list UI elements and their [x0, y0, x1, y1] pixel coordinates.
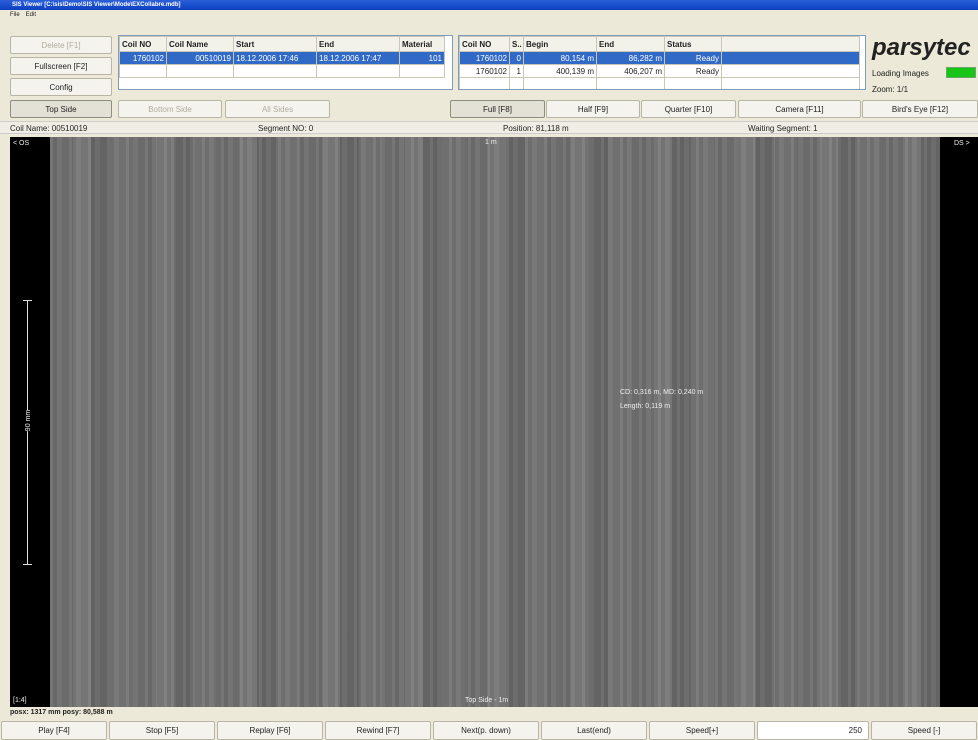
playback-button[interactable]: 250: [757, 721, 869, 740]
scale-label: 90 mm: [25, 410, 32, 431]
fullscreen-button[interactable]: Fullscreen [F2]: [10, 57, 112, 75]
scale-cap: [23, 300, 32, 301]
column-header: S..: [510, 37, 524, 52]
loading-label: Loading Images: [872, 69, 929, 78]
table-cell: [722, 65, 860, 78]
column-header: Begin: [524, 37, 597, 52]
ds-label: DS >: [954, 140, 970, 147]
defect-annotation: CD: 0,316 m, MD: 0,240 m: [620, 389, 703, 396]
strip-texture: [50, 137, 940, 707]
table-cell: 1760102: [460, 65, 510, 78]
half-button[interactable]: Half [F9]: [546, 100, 640, 118]
playback-button[interactable]: Replay [F6]: [217, 721, 323, 740]
table-cell: [722, 78, 860, 91]
empty-row: [460, 78, 860, 91]
table-cell: 101: [400, 52, 445, 65]
column-header: Coil Name: [167, 37, 234, 52]
waiting-segment: Waiting Segment: 1: [748, 124, 818, 133]
os-label: < OS: [13, 140, 29, 147]
table-cell: [120, 65, 167, 78]
column-header: Start: [234, 37, 317, 52]
table-cell: [460, 78, 510, 91]
table-cell: [400, 65, 445, 78]
bottom-side-button[interactable]: Bottom Side: [118, 100, 222, 118]
table-cell: 18.12.2006 17:47: [317, 52, 400, 65]
playback-button[interactable]: Speed[+]: [649, 721, 755, 740]
menu-bar: File Edit: [0, 10, 978, 20]
status-text: posx: 1317 mm posy: 80,588 m: [10, 709, 113, 716]
position: Position: 81,118 m: [503, 124, 569, 133]
table-cell: [167, 65, 234, 78]
config-button[interactable]: Config: [10, 78, 112, 96]
playback-button[interactable]: Stop [F5]: [109, 721, 215, 740]
table-cell: [524, 78, 597, 91]
table-cell: 0: [510, 52, 524, 65]
inspection-image: < OS DS > 1 m 90 mm CD: 0,316 m, MD: 0,2…: [10, 137, 978, 707]
full-button[interactable]: Full [F8]: [450, 100, 545, 118]
table-cell: [665, 78, 722, 91]
table-cell: [722, 52, 860, 65]
app-window: {"window":{"title":"SIS Viewer [C:\\sis\…: [0, 0, 978, 740]
table-cell: 406,207 m: [597, 65, 665, 78]
table-cell: 86,282 m: [597, 52, 665, 65]
playback-button[interactable]: Play [F4]: [1, 721, 107, 740]
title-bar: SIS Viewer [C:\sis\Demo\SIS Viewer\Mode\…: [0, 0, 978, 10]
table-cell: 80,154 m: [524, 52, 597, 65]
table-cell: 18.12.2006 17:46: [234, 52, 317, 65]
logo: parsytec: [872, 34, 971, 62]
table-cell: 1760102: [460, 52, 510, 65]
column-header: End: [317, 37, 400, 52]
all-sides-button[interactable]: All Sides: [225, 100, 330, 118]
coil-name: Coil Name: 00510019: [10, 124, 87, 133]
column-header: Status: [665, 37, 722, 52]
playback-button[interactable]: Speed [-]: [871, 721, 977, 740]
table-cell: 00510019: [167, 52, 234, 65]
playback-button[interactable]: Next(p. down): [433, 721, 539, 740]
menu-item[interactable]: Edit: [26, 12, 36, 18]
birds-eye-button[interactable]: Bird's Eye [F12]: [862, 100, 978, 118]
table-cell: [510, 78, 524, 91]
defect-annotation: Length: 0,119 m: [620, 403, 670, 410]
column-header: End: [597, 37, 665, 52]
table-cell: 400,139 m: [524, 65, 597, 78]
camera-button[interactable]: Camera [F11]: [738, 100, 861, 118]
menu-item[interactable]: File: [10, 12, 20, 18]
top-side-button[interactable]: Top Side: [10, 100, 112, 118]
info-bar: Coil Name: 00510019 Segment NO: 0 Positi…: [0, 121, 978, 134]
empty-row: [120, 65, 445, 78]
table-cell: [597, 78, 665, 91]
bottom-label: Top Side - 1m: [465, 697, 508, 704]
table-cell: [234, 65, 317, 78]
loading-indicator: [946, 67, 976, 78]
table-cell: [317, 65, 400, 78]
table-cell: 1: [510, 65, 524, 78]
column-header: Material: [400, 37, 445, 52]
quarter-button[interactable]: Quarter [F10]: [641, 100, 736, 118]
playback-button[interactable]: Last(end): [541, 721, 647, 740]
scale-cap: [23, 564, 32, 565]
table-cell: 1760102: [120, 52, 167, 65]
scale-bar: [27, 300, 28, 565]
zoom-label: Zoom: 1/1: [872, 85, 908, 94]
table-cell: Ready: [665, 65, 722, 78]
column-header: [722, 37, 860, 52]
playback-button[interactable]: Rewind [F7]: [325, 721, 431, 740]
table-cell: Ready: [665, 52, 722, 65]
column-header: Coil NO: [460, 37, 510, 52]
segment-no: Segment NO: 0: [258, 124, 313, 133]
zoom-ratio: [1:4]: [13, 697, 27, 704]
top-label: 1 m: [485, 139, 497, 146]
delete-button[interactable]: Delete [F1]: [10, 36, 112, 54]
playback-bar: Play [F4]Stop [F5]Replay [F6]Rewind [F7]…: [0, 721, 978, 740]
column-header: Coil NO: [120, 37, 167, 52]
